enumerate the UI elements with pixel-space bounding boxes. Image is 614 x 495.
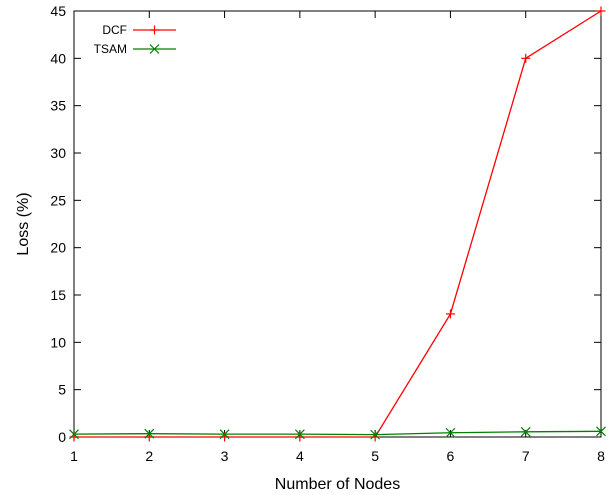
legend-label-tsam: TSAM <box>94 42 127 56</box>
legend: DCF TSAM <box>94 23 176 56</box>
tsam-data-point <box>370 429 381 440</box>
x-tick-label: 7 <box>522 448 530 464</box>
y-tick-label: 35 <box>50 98 66 114</box>
x-tick-label: 5 <box>371 448 379 464</box>
y-axis-title: Loss (%) <box>15 192 32 255</box>
x-tick-label: 1 <box>70 448 78 464</box>
legend-label-dcf: DCF <box>102 23 127 37</box>
dcf-series-line <box>74 10 602 438</box>
plot-frame <box>73 10 602 438</box>
tsam-data-point <box>294 429 305 440</box>
y-tick-label: 30 <box>50 145 66 161</box>
tsam-data-point <box>219 429 230 440</box>
y-tick-label: 0 <box>58 429 66 445</box>
y-tick-label: 25 <box>50 192 66 208</box>
tsam-data-point <box>144 428 155 439</box>
tsam-series-line <box>73 430 602 436</box>
tsam-data-point <box>445 427 456 438</box>
y-tick-label: 10 <box>50 334 66 350</box>
tsam-data-point <box>69 429 79 440</box>
x-tick-label: 6 <box>447 448 455 464</box>
tsam-data-point <box>520 426 531 437</box>
series-group <box>69 6 606 442</box>
x-tick-label: 2 <box>145 448 153 464</box>
x-tick-label: 8 <box>597 448 605 464</box>
x-tick-label: 4 <box>296 448 304 464</box>
x-axis-title: Number of Nodes <box>275 476 400 493</box>
x-tick-label: 3 <box>221 448 229 464</box>
y-tick-label: 45 <box>50 3 66 19</box>
legend-marker-tsam <box>149 44 160 54</box>
y-tick-label: 5 <box>58 382 66 398</box>
tsam-data-point <box>596 426 606 437</box>
y-tick-label: 20 <box>50 240 66 256</box>
y-tick-label: 15 <box>50 287 66 303</box>
y-tick-label: 40 <box>50 50 66 66</box>
